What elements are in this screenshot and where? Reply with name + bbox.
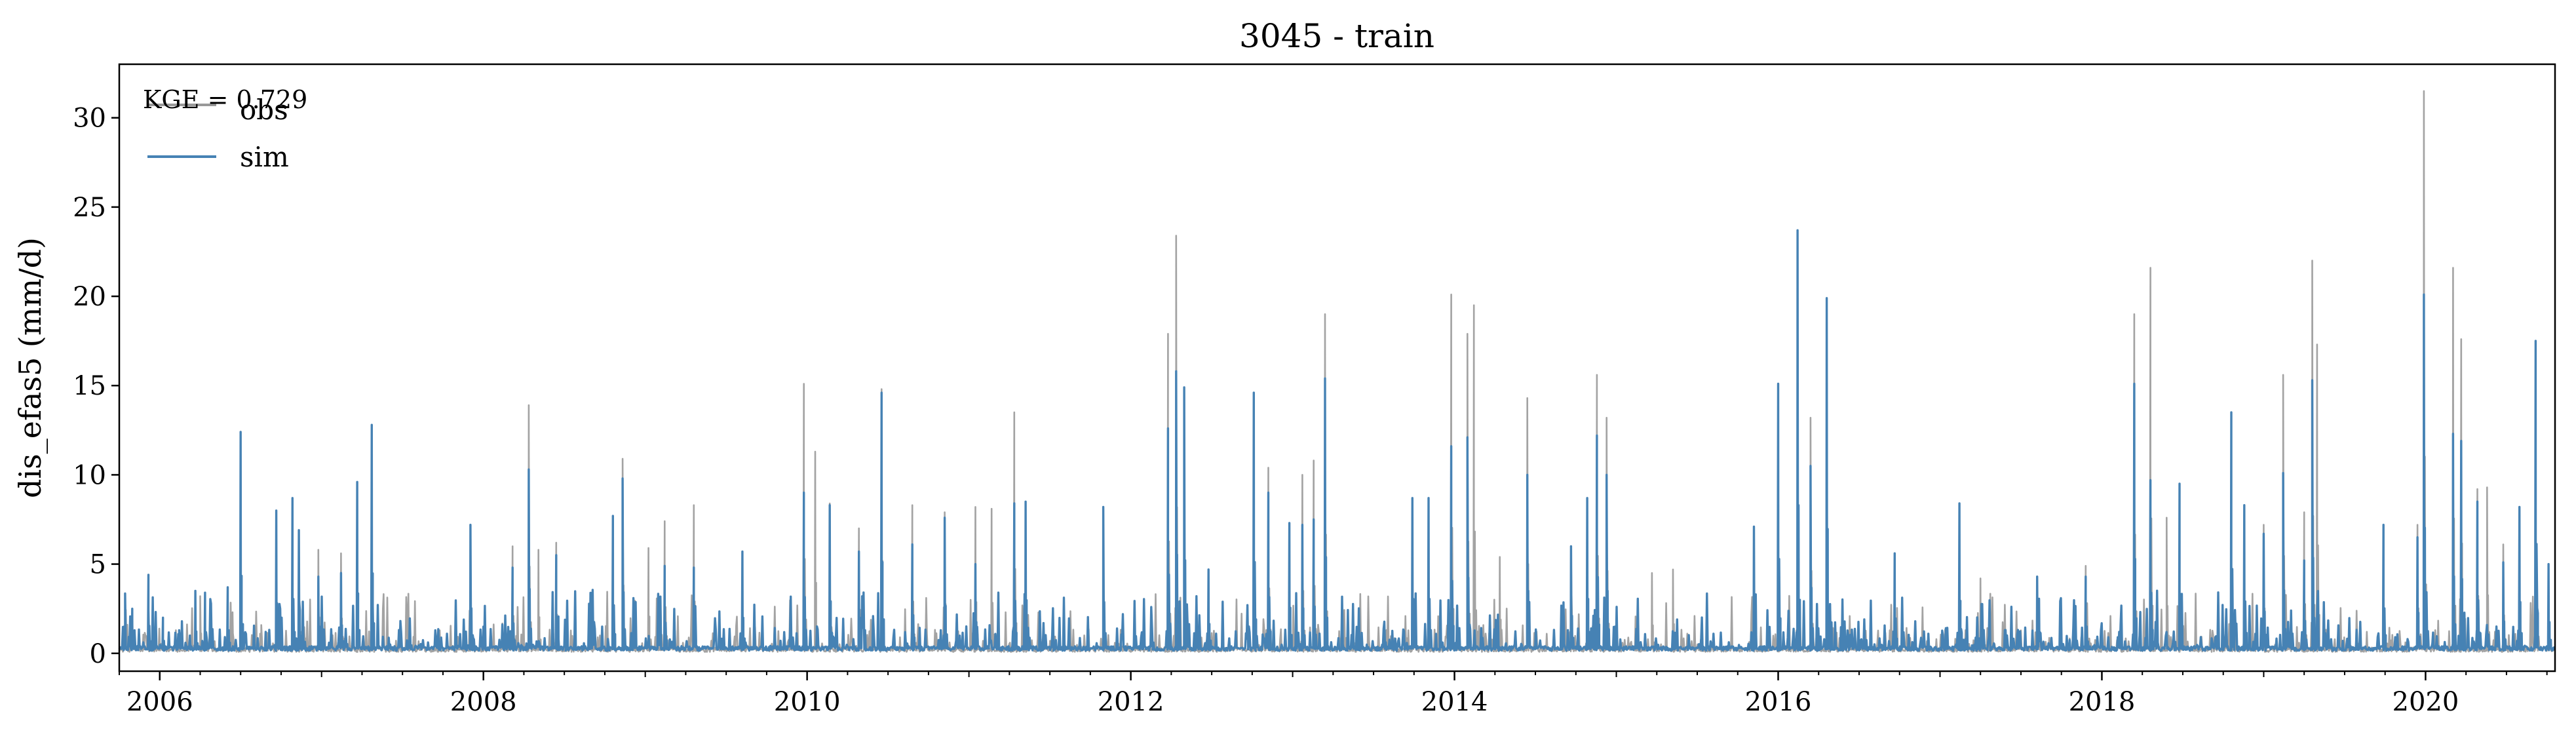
x-tick-label: 2006 (126, 687, 193, 717)
y-axis: 0 5 10 15 20 25 30 (73, 104, 119, 669)
legend-sim-label: sim (240, 141, 289, 173)
y-tick-label: 10 (73, 460, 106, 490)
x-tick-label: 2018 (2069, 687, 2136, 717)
x-tick-label: 2010 (774, 687, 841, 717)
legend-obs-label: obs (240, 94, 288, 126)
x-tick-label: 2020 (2393, 687, 2459, 717)
x-tick-label: 2016 (1745, 687, 1812, 717)
y-tick-label: 0 (90, 639, 106, 669)
chart-title: 3045 - train (1239, 17, 1434, 55)
y-tick-label: 15 (73, 371, 106, 401)
plot-area (118, 63, 2556, 673)
y-axis-label: dis_efas5 (mm/d) (12, 237, 48, 498)
y-tick-label: 20 (73, 282, 106, 312)
x-tick-label: 2014 (1421, 687, 1488, 717)
y-tick-label: 25 (73, 193, 106, 223)
kge-annotation: KGE = 0.729 (143, 85, 307, 114)
series-line-sim (118, 229, 2556, 652)
series-layer (118, 90, 2556, 653)
legend: obs sim (147, 94, 289, 173)
x-axis: 2006 2008 2010 2012 2014 2016 2018 2020 (119, 671, 2548, 717)
x-tick-label: 2008 (450, 687, 517, 717)
y-tick-label: 5 (90, 550, 106, 580)
y-tick-label: 30 (73, 104, 106, 134)
x-tick-label: 2012 (1098, 687, 1164, 717)
plot-frame (118, 63, 2556, 673)
